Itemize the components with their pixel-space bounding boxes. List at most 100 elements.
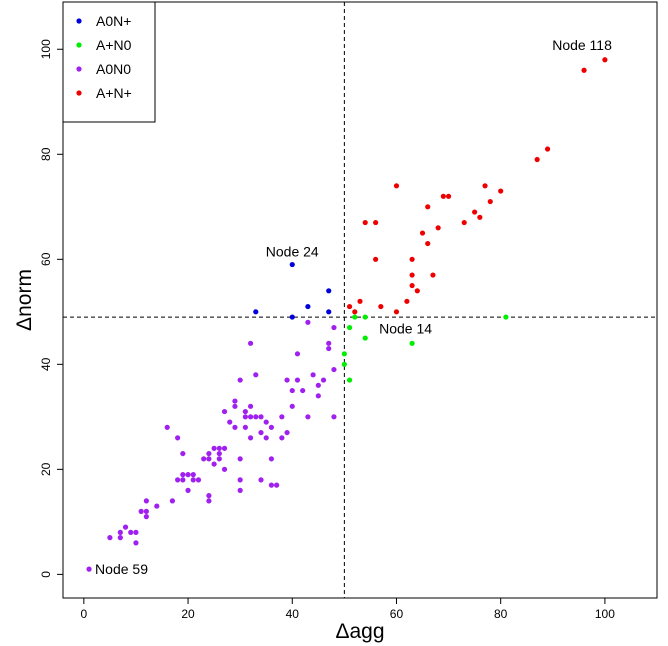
point-annotation: Node 24: [266, 244, 319, 260]
data-point: [461, 219, 467, 226]
data-point: [284, 377, 290, 383]
data-point: [185, 471, 191, 478]
data-point: [242, 424, 248, 430]
data-point: [221, 466, 228, 472]
data-point: [133, 529, 139, 535]
x-tick-label: 0: [80, 607, 87, 621]
series-A0N0: [86, 319, 337, 572]
series-A+N+: [346, 57, 608, 315]
x-axis: 0 20 40 60 80 100: [80, 598, 615, 621]
legend-label: A+N+: [96, 85, 132, 101]
data-point: [445, 193, 452, 199]
data-point: [487, 198, 493, 205]
plot-frame: [62, 1, 658, 599]
data-point: [409, 282, 415, 289]
data-point: [346, 377, 353, 383]
data-point: [206, 450, 212, 457]
data-point: [175, 477, 181, 483]
data-point: [534, 156, 540, 163]
data-point: [326, 345, 332, 352]
data-point: [133, 540, 139, 546]
data-point: [602, 57, 608, 63]
data-point: [221, 445, 228, 451]
data-point: [211, 445, 217, 451]
data-point: [117, 535, 123, 541]
data-point: [331, 414, 337, 420]
x-tick-label: 100: [595, 607, 615, 621]
data-point: [232, 403, 238, 409]
legend-label: A0N+: [96, 13, 131, 29]
y-tick-label: 0: [39, 571, 53, 578]
x-tick-label: 60: [390, 607, 404, 621]
data-point: [326, 340, 332, 346]
data-point: [289, 387, 295, 394]
data-point: [284, 429, 290, 436]
data-point: [180, 450, 186, 457]
data-point: [247, 403, 254, 409]
data-points: [86, 57, 608, 572]
data-point: [362, 314, 368, 320]
data-point: [143, 508, 149, 514]
data-point: [320, 377, 327, 383]
point-annotation: Node 14: [379, 320, 432, 336]
y-tick-label: 60: [39, 252, 53, 266]
legend-marker: [76, 66, 82, 72]
data-point: [268, 456, 275, 462]
data-point: [185, 487, 191, 493]
data-point: [378, 303, 384, 310]
data-point: [143, 498, 149, 504]
data-point: [341, 361, 347, 367]
data-point: [393, 309, 400, 315]
data-point: [247, 435, 254, 441]
data-point: [253, 414, 259, 420]
data-point: [279, 435, 285, 441]
data-point: [581, 67, 587, 73]
legend-marker: [76, 42, 82, 48]
data-point: [414, 288, 420, 294]
data-point: [294, 351, 301, 357]
data-point: [409, 256, 415, 262]
data-point: [216, 456, 222, 462]
data-point: [154, 503, 160, 509]
data-point: [263, 419, 269, 425]
data-point: [175, 435, 181, 441]
point-annotations: Node 118 Node 24 Node 14 Node 59: [95, 37, 612, 577]
data-point: [122, 524, 129, 530]
data-point: [195, 477, 202, 483]
data-point: [315, 382, 321, 388]
data-point: [305, 414, 311, 420]
data-point: [300, 387, 306, 394]
data-point: [294, 377, 301, 383]
data-point: [201, 456, 207, 462]
data-point: [352, 314, 358, 320]
data-point: [482, 183, 488, 189]
data-point: [362, 335, 368, 341]
data-point: [430, 272, 436, 278]
data-point: [190, 471, 196, 478]
data-point: [237, 477, 243, 483]
data-point: [373, 219, 379, 226]
data-point: [425, 240, 431, 247]
point-annotation: Node 59: [95, 561, 148, 577]
data-point: [498, 188, 504, 194]
data-point: [326, 288, 332, 294]
reference-lines: [63, 2, 657, 598]
data-point: [289, 403, 295, 409]
data-point: [289, 314, 295, 320]
data-point: [258, 414, 264, 420]
data-point: [331, 324, 337, 331]
data-point: [472, 209, 478, 215]
data-point: [331, 366, 337, 373]
data-point: [138, 508, 144, 514]
data-point: [242, 414, 248, 420]
data-point: [237, 456, 243, 462]
data-point: [274, 482, 280, 488]
legend-label: A0N0: [96, 61, 131, 77]
data-point: [341, 351, 347, 357]
y-tick-label: 20: [39, 462, 53, 476]
data-point: [247, 414, 254, 420]
data-point: [216, 450, 222, 457]
data-point: [237, 377, 243, 383]
legend: A0N+ A+N0 A0N0 A+N+: [62, 1, 156, 123]
